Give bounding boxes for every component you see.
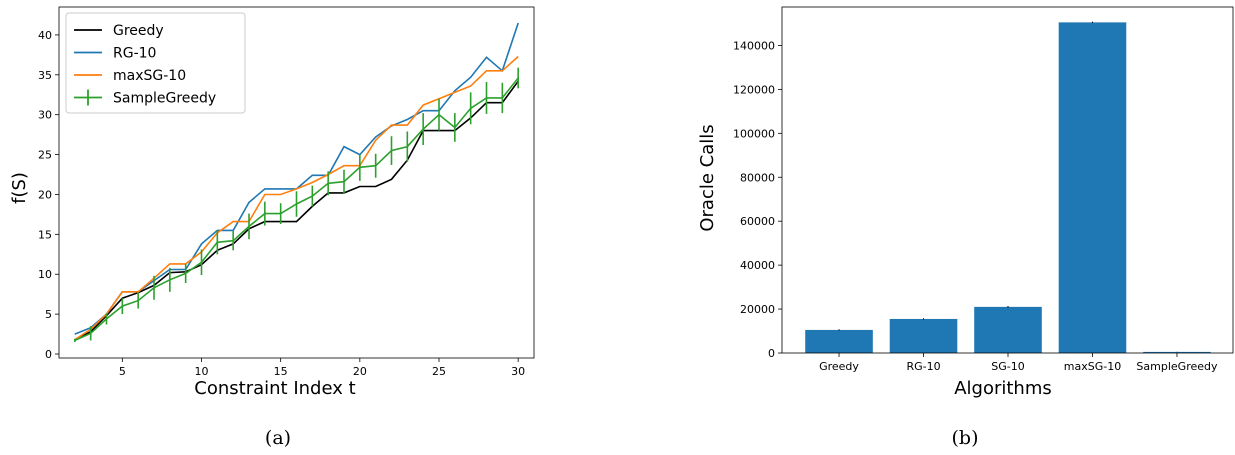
a-x-tick-label: 15: [274, 365, 288, 378]
a-y-axis: 0 5 10 15 20 25 30 35 40: [38, 29, 59, 361]
a-x-tick-label: 10: [195, 365, 209, 378]
a-x-axis: 5 10 15 20 25 30: [119, 358, 525, 378]
b-y-tick-label: 80000: [740, 171, 775, 184]
bar-rg-10: [889, 318, 958, 353]
a-x-axis-title: Constraint Index t: [194, 378, 355, 399]
a-x-tick-label: 25: [432, 365, 446, 378]
b-x-axis-title: Algorithms: [954, 378, 1052, 399]
a-x-tick-label: 30: [511, 365, 525, 378]
b-y-tick-label: 20000: [740, 303, 775, 316]
b-x-tick-label: Greedy: [819, 360, 859, 373]
b-x-tick-label: maxSG-10: [1064, 360, 1121, 373]
a-y-tick-label: 0: [45, 348, 52, 361]
bar-maxsg-10: [1058, 22, 1127, 353]
bar-sg-10: [974, 306, 1042, 353]
a-y-tick-label: 30: [38, 109, 52, 122]
a-x-tick-label: 5: [119, 365, 126, 378]
a-y-axis-title: f(S): [9, 172, 30, 204]
b-y-tick-label: 40000: [740, 259, 775, 272]
caption-b: (b): [952, 427, 979, 449]
a-y-tick-label: 15: [38, 228, 52, 241]
bar-chart-b: Greedy RG-10 SG-10 maxSG-10 SampleGreedy 0 20…: [697, 6, 1234, 449]
a-legend-box: [65, 12, 246, 114]
b-y-axis-title: Oracle Calls: [697, 124, 718, 231]
b-y-tick-label: 60000: [740, 215, 775, 228]
a-y-tick-label: 20: [38, 188, 52, 201]
a-y-tick-label: 10: [38, 268, 52, 281]
b-x-tick-label: SG-10: [991, 360, 1024, 373]
legend-label-maxsg-10: maxSG-10: [113, 68, 186, 84]
a-y-tick-label: 40: [38, 29, 52, 42]
b-y-tick-label: 0: [768, 347, 775, 360]
legend-label-samplegreedy: SampleGreedy: [113, 91, 216, 107]
legend-label-greedy: Greedy: [113, 23, 164, 39]
b-y-tick-label: 140000: [733, 39, 775, 52]
series-line-maxsg-10: [74, 55, 519, 341]
a-y-tick-label: 25: [38, 149, 52, 162]
b-x-axis: Greedy RG-10 SG-10 maxSG-10 SampleGreedy: [819, 353, 1218, 373]
b-y-tick-label: 120000: [733, 83, 775, 96]
b-plot-frame: [781, 6, 1234, 354]
a-plot-frame: [58, 6, 535, 359]
caption-a: (a): [265, 427, 291, 449]
a-y-tick-label: 35: [38, 69, 52, 82]
b-x-tick-label: RG-10: [906, 360, 940, 373]
a-legend: Greedy RG-10 maxSG-10 SampleGreedy: [65, 12, 246, 114]
a-x-tick-label: 20: [353, 365, 367, 378]
bar-greedy: [805, 329, 873, 353]
a-series-group: [74, 22, 519, 343]
a-y-tick-label: 5: [45, 308, 52, 321]
b-bar-group: [805, 21, 1211, 353]
bar-samplegreedy: [1143, 351, 1211, 353]
b-x-tick-label: SampleGreedy: [1136, 360, 1218, 373]
b-y-tick-label: 100000: [733, 127, 775, 140]
line-chart-a: 5 10 15 20 25 30 0 5 10 15 20 25 30 35 40 Constraint …: [9, 6, 535, 449]
b-y-axis: 0 20000 40000 60000 80000 100000 120000 140000: [733, 39, 782, 360]
series-line-greedy: [74, 80, 519, 341]
legend-label-rg-10: RG-10: [113, 46, 156, 62]
